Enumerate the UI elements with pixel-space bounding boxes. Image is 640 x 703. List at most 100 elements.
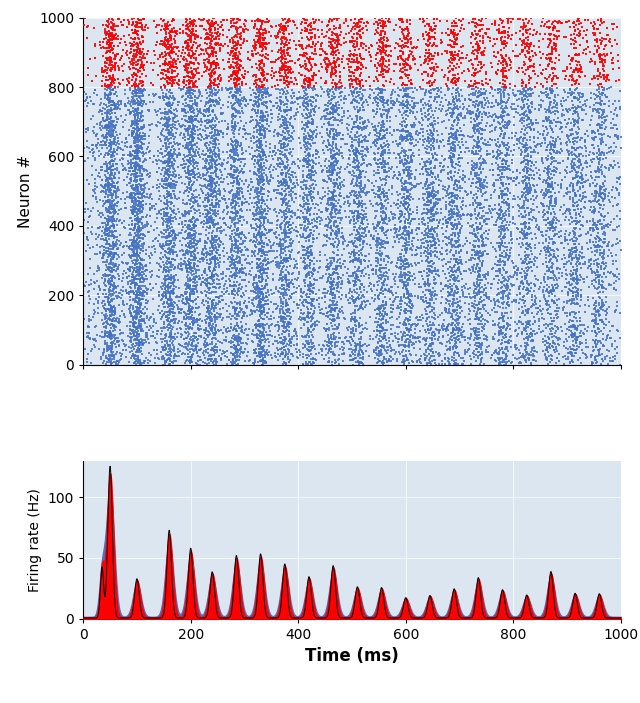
Point xyxy=(566,147,576,158)
Point xyxy=(410,120,420,131)
Point xyxy=(419,156,429,167)
Point xyxy=(282,75,292,86)
Point xyxy=(165,90,175,101)
Point xyxy=(598,193,608,205)
Point xyxy=(255,81,266,92)
Point xyxy=(383,256,393,267)
Point xyxy=(134,217,144,228)
Point xyxy=(363,219,373,230)
Point xyxy=(400,342,410,353)
Point xyxy=(289,183,299,194)
Point xyxy=(420,56,430,67)
Point xyxy=(525,181,535,193)
Point xyxy=(422,240,433,251)
Point xyxy=(127,302,138,313)
Point xyxy=(130,98,140,110)
Point xyxy=(531,356,541,367)
Point xyxy=(218,146,228,157)
Point xyxy=(307,271,317,282)
Point xyxy=(212,82,223,93)
Point xyxy=(452,218,463,229)
Point xyxy=(342,138,352,150)
Point xyxy=(332,102,342,113)
Point xyxy=(137,193,147,204)
Point xyxy=(164,58,174,69)
Point xyxy=(573,204,583,215)
Point xyxy=(230,153,241,165)
Point xyxy=(364,72,374,83)
Point xyxy=(341,93,351,105)
Point xyxy=(564,227,575,238)
Point xyxy=(229,69,239,80)
Point xyxy=(428,214,438,226)
Point xyxy=(166,329,176,340)
Point xyxy=(133,153,143,164)
Point xyxy=(83,123,93,134)
Point xyxy=(150,104,161,115)
Point xyxy=(504,163,514,174)
Point xyxy=(330,165,340,176)
Point xyxy=(105,265,115,276)
Point xyxy=(285,104,295,115)
Point xyxy=(166,258,177,269)
Point xyxy=(522,270,532,281)
Point xyxy=(468,67,479,79)
Point xyxy=(330,304,340,315)
Point xyxy=(504,179,515,190)
Point xyxy=(593,254,603,265)
Point xyxy=(332,36,342,47)
Point xyxy=(576,101,586,112)
Point xyxy=(346,14,356,25)
Point xyxy=(134,188,145,200)
Point xyxy=(586,263,596,274)
Point xyxy=(135,84,145,95)
Point xyxy=(134,250,144,262)
Point xyxy=(103,196,113,207)
Point xyxy=(282,122,292,134)
Point xyxy=(189,132,199,143)
Point xyxy=(332,324,342,335)
Point xyxy=(235,344,245,355)
Point xyxy=(328,188,338,200)
Point xyxy=(413,193,424,205)
Point xyxy=(281,197,291,208)
Point xyxy=(228,195,239,206)
Point xyxy=(199,174,209,185)
Point xyxy=(424,27,434,39)
Point xyxy=(427,63,437,74)
Point xyxy=(160,133,170,144)
Point xyxy=(548,267,558,278)
Point xyxy=(285,112,296,123)
Point xyxy=(104,25,115,37)
Point xyxy=(332,169,342,181)
Point xyxy=(250,95,260,106)
Point xyxy=(306,18,316,29)
Point xyxy=(303,231,313,243)
Point xyxy=(304,75,314,86)
Point xyxy=(131,63,141,75)
Point xyxy=(428,266,438,277)
Point xyxy=(349,134,360,146)
Point xyxy=(248,101,259,112)
Point xyxy=(108,262,118,273)
Point xyxy=(279,335,289,346)
Point xyxy=(594,281,604,292)
Point xyxy=(378,225,388,236)
Point xyxy=(376,344,386,355)
Point xyxy=(164,36,174,47)
Point xyxy=(334,237,344,248)
Point xyxy=(425,285,435,297)
Point xyxy=(527,156,538,167)
Point xyxy=(600,296,611,307)
Point xyxy=(128,193,138,204)
Point xyxy=(131,128,141,139)
Point xyxy=(379,333,389,344)
Point xyxy=(543,213,553,224)
Point xyxy=(600,33,611,44)
Point xyxy=(106,143,116,155)
Point xyxy=(132,134,142,146)
Point xyxy=(346,206,356,217)
Point xyxy=(349,314,360,325)
Point xyxy=(206,273,216,284)
Point xyxy=(520,93,530,105)
